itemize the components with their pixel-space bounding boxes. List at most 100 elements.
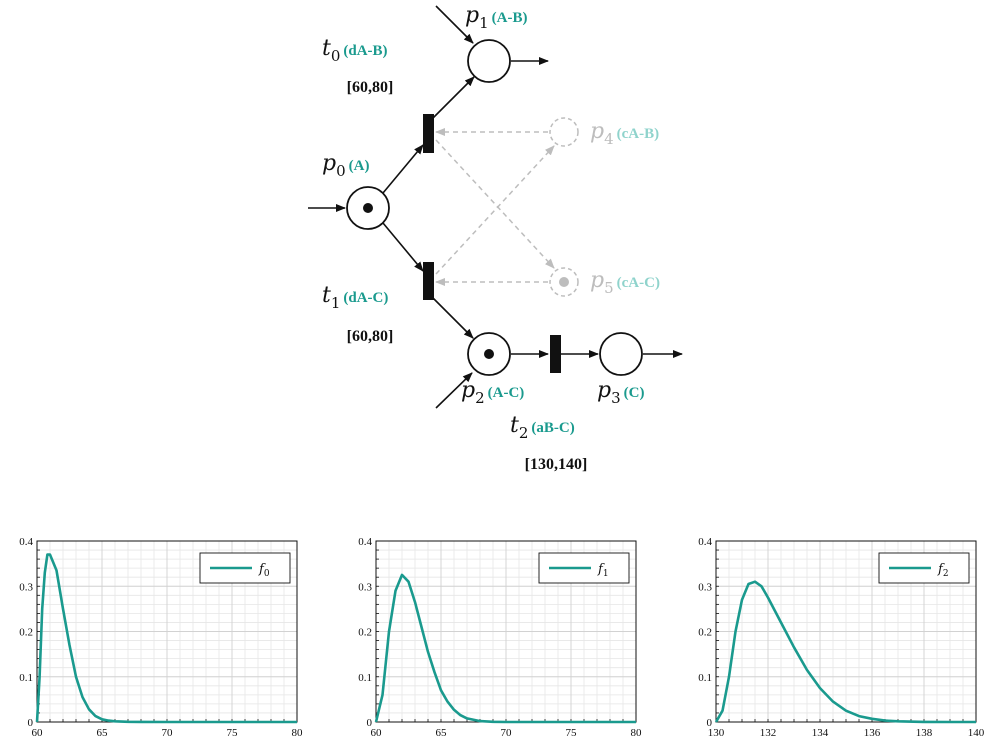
token bbox=[559, 277, 569, 287]
x-tick-label: 140 bbox=[968, 727, 985, 739]
place-sub: 2 bbox=[475, 389, 485, 407]
arc-t1-p4 bbox=[435, 145, 555, 275]
x-tick-label: 130 bbox=[708, 727, 725, 739]
y-tick-label: 0 bbox=[28, 717, 34, 729]
y-tick-label: 0.2 bbox=[358, 627, 372, 639]
y-tick-label: 0.2 bbox=[698, 627, 712, 639]
density-chart-f2: 130 132 134 136 138 140 0 0.1 0.2 0.3 0.4 f2 bbox=[698, 536, 985, 739]
x-tick-label: 80 bbox=[631, 727, 643, 739]
place-sub: 1 bbox=[479, 14, 489, 32]
transition-tag: (aB-C) bbox=[531, 420, 574, 436]
place-tag: (C) bbox=[624, 385, 645, 401]
y-tick-label: 0.4 bbox=[358, 536, 372, 548]
legend-label: f0 bbox=[258, 562, 270, 579]
x-tick-label: 70 bbox=[501, 727, 513, 739]
x-tick-label: 60 bbox=[32, 727, 44, 739]
legend: f0 bbox=[199, 552, 291, 584]
svg-text:t2(aB-C): t2 (aB-C) bbox=[510, 413, 575, 442]
arc-t0-p1 bbox=[432, 76, 475, 119]
place-p4: p4 (cA-B) bbox=[549, 117, 659, 148]
y-tick-label: 0 bbox=[707, 717, 713, 729]
y-tick-label: 0.1 bbox=[698, 672, 712, 684]
transition-sub: 0 bbox=[331, 47, 341, 65]
place-name: p bbox=[590, 268, 604, 293]
place-p5: p5 (cA-C) bbox=[549, 267, 660, 297]
x-tick-label: 75 bbox=[227, 727, 239, 739]
transition-name: t bbox=[510, 413, 519, 438]
place-sub: 5 bbox=[604, 279, 614, 297]
place-sub: 0 bbox=[336, 162, 346, 180]
x-tick-label: 132 bbox=[760, 727, 777, 739]
place-name: p bbox=[597, 378, 611, 403]
transition-interval: [60,80] bbox=[347, 79, 394, 96]
arc-input-p1 bbox=[435, 5, 474, 44]
transition-t1: t1 (dA-C) [60,80] bbox=[322, 262, 434, 345]
transition-name: t bbox=[322, 36, 331, 61]
svg-text:p1(A-B): p1 (A-B) bbox=[465, 3, 527, 32]
density-chart-f1: 60 65 70 75 80 0 0.1 0.2 0.3 0.4 f1 bbox=[358, 536, 642, 739]
legend: f2 bbox=[878, 552, 970, 584]
arc-t1-p2 bbox=[432, 297, 474, 339]
svg-text:p5(cA-C): p5 (cA-C) bbox=[590, 268, 660, 297]
y-tick-label: 0.4 bbox=[19, 536, 33, 548]
token bbox=[484, 349, 494, 359]
x-tick-label: 80 bbox=[292, 727, 304, 739]
series-line bbox=[374, 573, 636, 724]
y-tick-label: 0.2 bbox=[19, 627, 33, 639]
transition-t2: t2 (aB-C) [130,140] bbox=[510, 335, 587, 473]
x-tick-label: 136 bbox=[864, 727, 881, 739]
arc-t0-p5 bbox=[435, 139, 555, 269]
place-sub: 4 bbox=[604, 130, 614, 148]
transition-tag: (dA-C) bbox=[343, 290, 388, 306]
transition-tag: (dA-B) bbox=[343, 43, 387, 59]
svg-text:p3(C): p3 (C) bbox=[597, 378, 644, 407]
x-tick-label: 75 bbox=[566, 727, 578, 739]
x-tick-label: 138 bbox=[916, 727, 933, 739]
x-tick-label: 65 bbox=[97, 727, 109, 739]
transition-sub: 2 bbox=[519, 424, 529, 442]
place-name: p bbox=[461, 378, 475, 403]
place-p2: p2 (A-C) bbox=[461, 332, 524, 407]
y-tick-label: 0.4 bbox=[698, 536, 712, 548]
arcs-solid bbox=[308, 5, 683, 409]
place-p3: p3 (C) bbox=[597, 332, 644, 407]
x-tick-label: 134 bbox=[812, 727, 829, 739]
x-tick-label: 70 bbox=[162, 727, 174, 739]
transition-name: t bbox=[322, 283, 331, 308]
arc-p0-t0 bbox=[382, 144, 424, 194]
svg-text:p0(A): p0 (A) bbox=[322, 151, 369, 180]
arc-p0-t1 bbox=[382, 222, 424, 272]
series-line bbox=[35, 553, 297, 724]
token bbox=[363, 203, 373, 213]
legend: f1 bbox=[538, 552, 630, 584]
legend-label: f2 bbox=[937, 562, 949, 579]
transition-sub: 1 bbox=[331, 294, 341, 312]
x-tick-label: 60 bbox=[371, 727, 383, 739]
place-tag: (A) bbox=[349, 158, 370, 174]
y-tick-label: 0 bbox=[367, 717, 373, 729]
transition-t0: t0 (dA-B) [60,80] bbox=[322, 36, 434, 153]
svg-text:p2(A-C): p2 (A-C) bbox=[461, 378, 524, 407]
transition-interval: [60,80] bbox=[347, 328, 394, 345]
place-tag: (A-B) bbox=[492, 10, 528, 26]
y-tick-label: 0.3 bbox=[19, 581, 33, 593]
svg-text:t0(dA-B): t0 (dA-B) bbox=[322, 36, 388, 65]
legend-label: f1 bbox=[597, 562, 609, 579]
series-line bbox=[714, 580, 976, 724]
arcs-ghost bbox=[435, 128, 555, 286]
place-sub: 3 bbox=[611, 389, 621, 407]
place-p1: p1 (A-B) bbox=[465, 3, 527, 83]
place-name: p bbox=[465, 3, 479, 28]
petri-net: p0 (A) p1 (A-B) p2 (A-C) p3 (C) p4 (cA bbox=[308, 3, 683, 473]
x-tick-label: 65 bbox=[436, 727, 448, 739]
y-tick-label: 0.3 bbox=[698, 581, 712, 593]
arc-input-p2 bbox=[435, 372, 473, 409]
svg-text:p4(cA-B): p4 (cA-B) bbox=[590, 119, 659, 148]
place-tag: (A-C) bbox=[488, 385, 525, 401]
y-tick-label: 0.3 bbox=[358, 581, 372, 593]
svg-text:t1(dA-C): t1 (dA-C) bbox=[322, 283, 388, 312]
place-p0: p0 (A) bbox=[322, 151, 390, 230]
transition-interval: [130,140] bbox=[525, 456, 588, 473]
y-tick-label: 0.1 bbox=[358, 672, 372, 684]
